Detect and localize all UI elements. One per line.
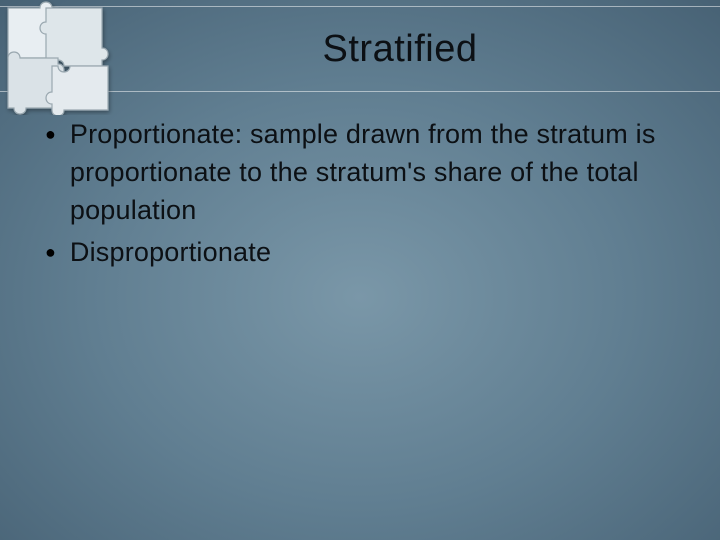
list-item: ● Disproportionate [45,233,680,271]
slide-title: Stratified [323,28,478,71]
bullet-text: Proportionate: sample drawn from the str… [70,115,680,229]
slide-body: ● Proportionate: sample drawn from the s… [45,115,680,275]
puzzle-icon [0,0,120,115]
slide: Stratified ● Proportion [0,0,720,540]
bullet-icon: ● [45,115,56,153]
bullet-icon: ● [45,233,56,271]
bullet-text: Disproportionate [70,233,271,271]
list-item: ● Proportionate: sample drawn from the s… [45,115,680,229]
